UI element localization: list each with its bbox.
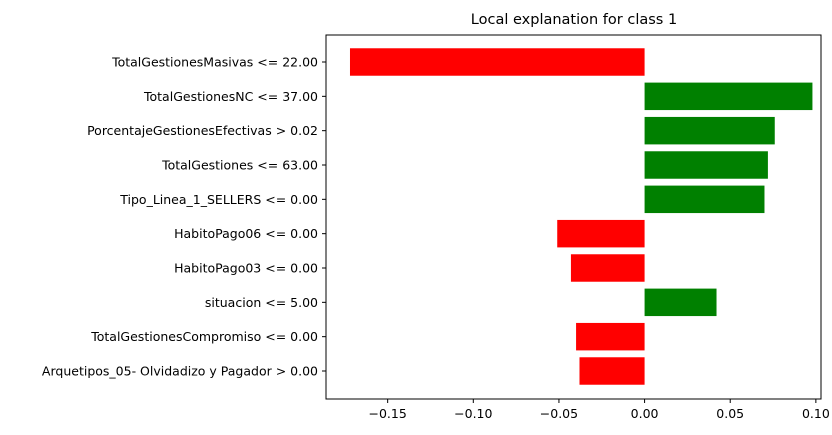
x-tick-label: 0.00: [631, 406, 659, 421]
x-tick-label: 0.10: [802, 406, 830, 421]
bar-9: [576, 322, 645, 351]
y-axis: TotalGestionesMasivas <= 22.00 TotalGesti…: [42, 55, 326, 379]
y-tick-label: TotalGestiones <= 63.00: [161, 158, 318, 173]
bars-group: [349, 48, 813, 385]
bar-2: [644, 82, 813, 111]
y-tick-label: Tipo_Linea_1_SELLERS <= 0.00: [119, 192, 318, 207]
y-tick-label: TotalGestionesNC <= 37.00: [143, 89, 318, 104]
y-tick-label: HabitoPago03 <= 0.00: [174, 261, 318, 276]
y-tick-label: TotalGestionesCompromiso <= 0.00: [90, 329, 318, 344]
x-tick-label: −0.10: [454, 406, 492, 421]
bar-7: [570, 254, 645, 282]
chart-title: Local explanation for class 1: [471, 12, 677, 28]
y-tick-label: TotalGestionesMasivas <= 22.00: [111, 55, 318, 70]
y-tick-label: HabitoPago06 <= 0.00: [174, 226, 318, 241]
y-tick-label: PorcentajeGestionesEfectivas > 0.02: [87, 123, 318, 138]
x-tick-label: 0.05: [716, 406, 744, 421]
plot-frame: [325, 34, 822, 400]
x-axis: −0.15 −0.10 −0.05 0.00 0.05 0.10: [369, 399, 830, 421]
bar-5: [644, 185, 765, 214]
y-tick-label: situacion <= 5.00: [205, 295, 318, 310]
bar-8: [644, 288, 717, 317]
bar-3: [644, 116, 775, 145]
x-tick-label: −0.05: [540, 406, 578, 421]
bar-10: [579, 357, 645, 385]
bar-6: [557, 219, 645, 248]
y-tick-label: Arquetipos_05- Olvidadizo y Pagador > 0.…: [42, 364, 318, 379]
bar-1: [349, 48, 645, 76]
x-tick-label: −0.15: [369, 406, 407, 421]
bar-4: [644, 151, 768, 179]
